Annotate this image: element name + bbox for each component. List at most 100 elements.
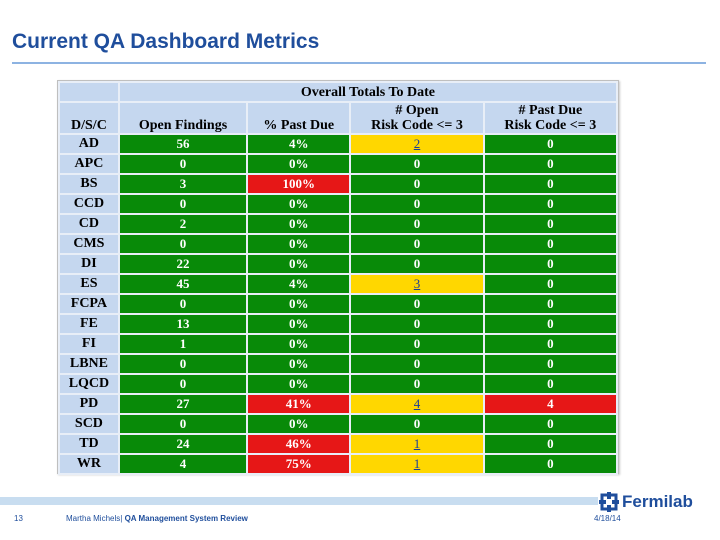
row-open-risk: 0: [351, 335, 483, 353]
row-open-findings: 0: [119, 295, 247, 313]
table-row: FE 13 0% 0 0: [60, 315, 616, 333]
header-pct-past-due: % Past Due: [248, 103, 350, 133]
row-past-due-risk: 0: [484, 175, 616, 193]
group-header-row: Overall Totals To Date: [60, 83, 616, 101]
row-open-risk: 0: [351, 255, 483, 273]
header-past-due-risk-line1: # Past Due: [518, 103, 583, 118]
row-past-due-risk: 0: [484, 435, 616, 453]
row-past-due-risk: 0: [484, 235, 616, 253]
row-pct-past-due: 0%: [248, 355, 350, 373]
row-open-risk[interactable]: 3: [351, 275, 483, 293]
row-open-risk: 0: [351, 155, 483, 173]
row-dsc: FCPA: [60, 295, 118, 313]
table-row: CCD 0 0% 0 0: [60, 195, 616, 213]
row-dsc: FE: [60, 315, 118, 333]
row-dsc: LBNE: [60, 355, 118, 373]
row-pct-past-due: 46%: [248, 435, 350, 453]
header-open-risk: # Open Risk Code <= 3: [351, 103, 483, 133]
table-row: DI 22 0% 0 0: [60, 255, 616, 273]
row-open-findings: 24: [119, 435, 247, 453]
row-open-risk[interactable]: 1: [351, 435, 483, 453]
row-past-due-risk: 0: [484, 195, 616, 213]
row-open-findings: 0: [119, 155, 247, 173]
footer-date: 4/18/14: [594, 514, 621, 523]
row-pct-past-due: 0%: [248, 235, 350, 253]
fermilab-logo: Fermilab: [599, 490, 693, 514]
table-row: ES 45 4% 3 0: [60, 275, 616, 293]
footer-author: Martha Michels|: [66, 514, 123, 523]
row-open-risk-link[interactable]: 2: [413, 136, 421, 151]
row-open-risk: 0: [351, 235, 483, 253]
row-dsc: FI: [60, 335, 118, 353]
row-past-due-risk: 0: [484, 135, 616, 153]
row-pct-past-due: 0%: [248, 315, 350, 333]
row-open-findings: 13: [119, 315, 247, 333]
row-open-findings: 0: [119, 375, 247, 393]
corner-cell: [60, 83, 118, 101]
footer-bar: [0, 497, 598, 505]
table-row: LQCD 0 0% 0 0: [60, 375, 616, 393]
row-open-risk: 0: [351, 415, 483, 433]
row-open-risk: 0: [351, 375, 483, 393]
table-row: CMS 0 0% 0 0: [60, 235, 616, 253]
header-open-risk-line1: # Open: [395, 103, 439, 118]
row-open-findings: 2: [119, 215, 247, 233]
header-past-due-risk-line2: Risk Code <= 3: [504, 118, 597, 133]
row-open-findings: 45: [119, 275, 247, 293]
row-past-due-risk: 0: [484, 335, 616, 353]
row-open-risk: 0: [351, 355, 483, 373]
row-open-risk-link[interactable]: 1: [413, 436, 421, 451]
footer-credit: Martha Michels| QA Management System Rev…: [66, 514, 248, 523]
row-pct-past-due: 0%: [248, 155, 350, 173]
row-open-risk[interactable]: 1: [351, 455, 483, 473]
table-row: FI 1 0% 0 0: [60, 335, 616, 353]
row-open-risk-link[interactable]: 3: [413, 276, 421, 291]
table-row: CD 2 0% 0 0: [60, 215, 616, 233]
row-past-due-risk: 0: [484, 315, 616, 333]
row-pct-past-due: 0%: [248, 195, 350, 213]
row-open-risk: 0: [351, 175, 483, 193]
header-past-due-risk: # Past Due Risk Code <= 3: [484, 103, 616, 133]
row-open-risk: 0: [351, 315, 483, 333]
row-dsc: SCD: [60, 415, 118, 433]
row-open-risk: 0: [351, 195, 483, 213]
table-row: FCPA 0 0% 0 0: [60, 295, 616, 313]
row-pct-past-due: 4%: [248, 135, 350, 153]
table-row: AD 56 4% 2 0: [60, 135, 616, 153]
table-row: WR 4 75% 1 0: [60, 455, 616, 473]
row-past-due-risk: 0: [484, 155, 616, 173]
row-pct-past-due: 0%: [248, 255, 350, 273]
row-past-due-risk: 0: [484, 295, 616, 313]
group-header: Overall Totals To Date: [119, 83, 616, 101]
row-open-findings: 0: [119, 235, 247, 253]
table-row: BS 3 100% 0 0: [60, 175, 616, 193]
row-pct-past-due: 0%: [248, 215, 350, 233]
row-dsc: CCD: [60, 195, 118, 213]
row-past-due-risk: 0: [484, 215, 616, 233]
row-pct-past-due: 0%: [248, 295, 350, 313]
row-open-risk-link[interactable]: 4: [413, 396, 421, 411]
row-open-findings: 1: [119, 335, 247, 353]
row-pct-past-due: 100%: [248, 175, 350, 193]
logo-text: Fermilab: [622, 492, 693, 511]
row-open-risk-link[interactable]: 1: [413, 456, 421, 471]
row-open-findings: 0: [119, 355, 247, 373]
row-dsc: CMS: [60, 235, 118, 253]
header-open-findings: Open Findings: [119, 103, 247, 133]
title-divider: [12, 62, 706, 64]
header-open-risk-line2: Risk Code <= 3: [371, 118, 463, 133]
row-open-risk[interactable]: 2: [351, 135, 483, 153]
metrics-table: Overall Totals To Date D/S/C Open Findin…: [58, 81, 618, 475]
row-open-findings: 27: [119, 395, 247, 413]
metrics-table-body: AD 56 4% 2 0 APC 0 0% 0 0 BS 3 100% 0 0 CCD 0 0% 0 0 CD 2 0% 0 0…: [60, 135, 616, 473]
row-dsc: BS: [60, 175, 118, 193]
row-open-risk[interactable]: 4: [351, 395, 483, 413]
row-open-findings: 22: [119, 255, 247, 273]
page-number: 13: [14, 514, 23, 523]
row-dsc: TD: [60, 435, 118, 453]
row-past-due-risk: 0: [484, 355, 616, 373]
row-pct-past-due: 0%: [248, 415, 350, 433]
fermilab-logo-icon: [599, 492, 619, 512]
table-row: LBNE 0 0% 0 0: [60, 355, 616, 373]
row-dsc: WR: [60, 455, 118, 473]
